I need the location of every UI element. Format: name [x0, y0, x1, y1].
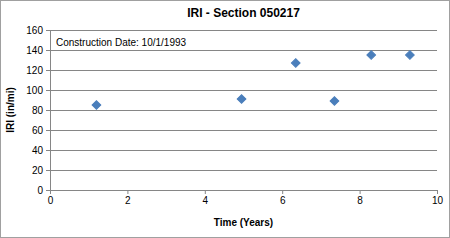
tick: 160 [26, 25, 50, 36]
chart: 0 20 40 60 80 100 120 140 160 0 2 4 6 8 10 IRI - Sectio… [0, 0, 450, 238]
grid-line [50, 110, 437, 111]
chart-border [1, 1, 450, 238]
grid [50, 30, 437, 190]
y-axis: 0 20 40 60 80 100 120 140 160 [26, 25, 50, 196]
tick-label: 2 [125, 195, 131, 206]
tick-mark [360, 190, 361, 194]
x-axis-title: Time (Years) [214, 217, 273, 228]
tick: 60 [32, 125, 50, 136]
point [406, 51, 415, 60]
tick: 40 [32, 145, 50, 156]
tick-mark [46, 170, 50, 171]
tick-label: 20 [32, 165, 44, 176]
grid-line [50, 30, 437, 31]
points [92, 51, 414, 110]
tick: 2 [125, 190, 131, 206]
grid-line [50, 50, 437, 51]
tick: 0 [48, 190, 54, 206]
tick-label: 120 [26, 65, 43, 76]
title: IRI - Section 050217 [187, 6, 300, 20]
tick-mark [46, 70, 50, 71]
tick: 100 [26, 85, 50, 96]
tick-label: 4 [203, 195, 209, 206]
tick-label: 100 [26, 85, 43, 96]
tick-mark [50, 190, 51, 194]
tick-mark [282, 190, 283, 194]
point [291, 59, 300, 68]
annotation: Construction Date: 10/1/1993 [56, 37, 187, 48]
x-axis: 0 2 4 6 8 10 [48, 190, 444, 206]
tick: 0 [37, 185, 50, 196]
grid-line [50, 150, 437, 151]
tick-label: 8 [357, 195, 363, 206]
tick-label: 40 [32, 145, 44, 156]
tick-label: 0 [48, 195, 54, 206]
tick-mark [127, 190, 128, 194]
point [330, 97, 339, 106]
tick: 8 [357, 190, 363, 206]
grid-line [50, 70, 437, 71]
tick-mark [46, 50, 50, 51]
tick-label: 0 [37, 185, 43, 196]
tick-mark [46, 90, 50, 91]
tick: 6 [280, 190, 286, 206]
tick-mark [46, 130, 50, 131]
axis-line [51, 191, 438, 195]
tick: 20 [32, 165, 50, 176]
tick-mark [46, 30, 50, 31]
y-axis-title: IRI (in/mi) [5, 87, 16, 133]
axis-line [46, 31, 51, 191]
tick: 80 [32, 105, 50, 116]
tick-mark [46, 110, 50, 111]
tick-label: 140 [26, 45, 43, 56]
tick: 120 [26, 65, 50, 76]
tick-label: 60 [32, 125, 44, 136]
tick-mark [46, 150, 50, 151]
tick: 10 [432, 190, 444, 206]
tick-mark [46, 190, 50, 191]
tick: 140 [26, 45, 50, 56]
grid-line [50, 90, 437, 91]
tick-label: 10 [432, 195, 444, 206]
tick-label: 6 [280, 195, 286, 206]
point [367, 51, 376, 60]
point [92, 101, 101, 110]
grid-line [50, 170, 437, 171]
point [237, 95, 246, 104]
tick-label: 160 [26, 25, 43, 36]
tick-label: 80 [32, 105, 44, 116]
tick: 4 [203, 190, 209, 206]
grid-line [50, 130, 437, 131]
tick-mark [437, 190, 438, 194]
tick-mark [205, 190, 206, 194]
plot-area: 0 20 40 60 80 100 120 140 160 0 2 4 6 8 10 [26, 25, 443, 206]
